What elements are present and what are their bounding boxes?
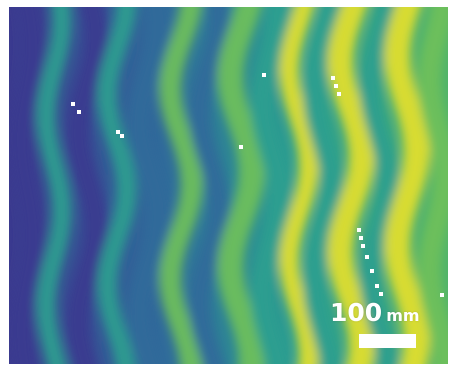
marker-dot [116,130,120,134]
wave-band [36,7,72,364]
wave-band [159,7,203,364]
wave-band [327,7,375,364]
scale-bar-unit: mm [386,306,420,325]
wave-band [250,7,292,364]
scale-bar-label: 100 mm [330,296,440,330]
wave-pattern-field [9,7,448,364]
wave-bands [9,7,448,364]
wave-band [66,7,108,364]
marker-dot [365,255,369,259]
marker-dot [77,110,81,114]
scale-bar-rect [359,334,416,348]
marker-dot [334,84,338,88]
marker-dot [262,73,266,77]
marker-dot [370,269,374,273]
marker-dot [359,236,363,240]
wave-band [188,7,230,364]
marker-dot [357,228,361,232]
wave-band [127,7,171,364]
marker-dot [239,145,243,149]
marker-dot [337,92,341,96]
wave-band [97,7,137,364]
marker-dot [120,134,124,138]
marker-dot [71,102,75,106]
wave-band [279,7,319,364]
wave-band [359,7,399,364]
wave-band [9,7,45,364]
marker-dot [361,244,365,248]
marker-dot [379,292,383,296]
scale-bar-value: 100 [330,298,383,327]
marker-dots [71,73,444,297]
wave-band [417,7,448,364]
wave-band [217,7,265,364]
scale-bar: 100 mm [330,296,440,356]
wave-band [303,7,343,364]
marker-dot [331,76,335,80]
marker-dot [375,284,379,288]
marker-dot [440,293,444,297]
wave-band [384,7,430,364]
